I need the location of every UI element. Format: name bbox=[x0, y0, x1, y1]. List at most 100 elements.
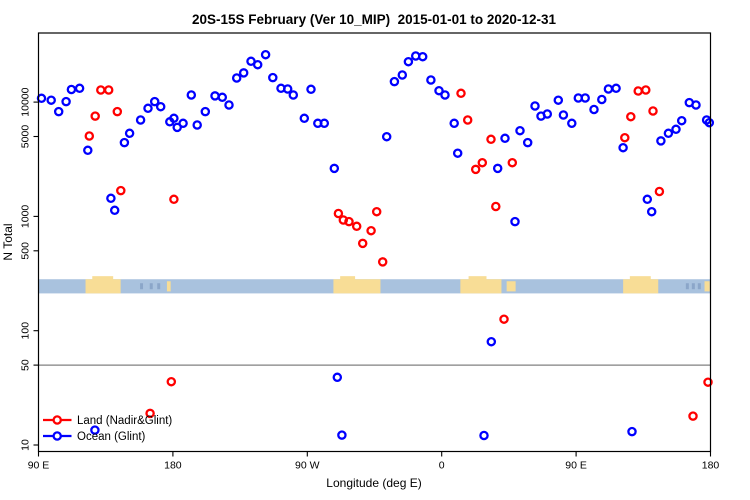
data-point bbox=[83, 145, 93, 156]
map-band-land-bump bbox=[468, 276, 487, 281]
x-tick-label: 180 bbox=[702, 460, 720, 472]
data-point bbox=[654, 186, 665, 197]
data-point bbox=[103, 85, 114, 95]
data-point bbox=[288, 90, 299, 100]
data-point bbox=[507, 157, 518, 168]
data-point bbox=[620, 132, 630, 143]
data-point bbox=[46, 95, 56, 105]
y-tick-label: 500 bbox=[20, 242, 32, 260]
data-point bbox=[663, 128, 674, 139]
data-point bbox=[178, 118, 188, 129]
data-point bbox=[611, 83, 621, 94]
data-point bbox=[84, 131, 95, 141]
data-point bbox=[618, 142, 628, 153]
y-axis-label: N Total bbox=[1, 223, 15, 260]
plot-border bbox=[37, 32, 712, 453]
data-point bbox=[530, 101, 540, 111]
data-point bbox=[553, 95, 564, 105]
data-point bbox=[186, 90, 197, 100]
data-point bbox=[477, 157, 488, 168]
y-tick-label: 1000 bbox=[20, 205, 32, 229]
data-point bbox=[389, 76, 400, 87]
data-point bbox=[397, 70, 408, 80]
data-point bbox=[119, 137, 130, 148]
data-point bbox=[403, 56, 414, 67]
y-tick-label: 10 bbox=[20, 439, 32, 451]
data-point bbox=[268, 72, 278, 83]
data-point bbox=[449, 118, 459, 129]
data-point bbox=[135, 115, 146, 125]
data-point bbox=[486, 134, 496, 145]
data-point bbox=[589, 104, 599, 115]
data-point bbox=[217, 92, 228, 103]
data-points bbox=[36, 49, 715, 441]
data-point bbox=[224, 100, 234, 110]
data-point bbox=[470, 164, 481, 175]
data-point bbox=[491, 201, 501, 212]
x-tick-label: 180 bbox=[164, 460, 182, 472]
data-point bbox=[332, 372, 343, 383]
map-band-island-dark bbox=[691, 283, 695, 290]
data-point bbox=[492, 163, 503, 174]
data-point bbox=[210, 91, 220, 101]
data-point bbox=[704, 117, 715, 128]
x-tick-label: 90 E bbox=[565, 460, 587, 472]
data-point bbox=[371, 206, 382, 217]
data-point bbox=[166, 376, 177, 387]
data-point bbox=[200, 106, 211, 117]
x-tick-label: 90 W bbox=[295, 460, 320, 472]
data-point bbox=[627, 426, 637, 437]
data-point bbox=[169, 113, 179, 124]
data-point bbox=[155, 101, 166, 112]
data-point bbox=[106, 193, 116, 204]
axis-ticks: 90 E 180 90 W 0 90 E 180 10 50 100 500 1000 5000 100… bbox=[20, 87, 720, 471]
data-point bbox=[515, 125, 525, 136]
data-point bbox=[580, 93, 590, 103]
data-point bbox=[96, 85, 106, 95]
data-point bbox=[333, 208, 344, 219]
data-point bbox=[656, 136, 666, 146]
data-point bbox=[61, 96, 71, 107]
data-point bbox=[648, 106, 658, 116]
data-point bbox=[567, 118, 577, 129]
map-band-island bbox=[506, 281, 516, 292]
data-point bbox=[671, 124, 681, 135]
data-point bbox=[306, 84, 316, 95]
data-point bbox=[440, 90, 450, 100]
data-point bbox=[143, 103, 153, 114]
data-point bbox=[603, 84, 614, 94]
data-point bbox=[351, 221, 362, 232]
data-point bbox=[112, 106, 123, 117]
y-tick-label: 10000 bbox=[20, 87, 32, 116]
data-point bbox=[192, 120, 202, 130]
map-band-island-dark bbox=[697, 283, 701, 290]
data-point bbox=[116, 185, 126, 196]
data-point bbox=[109, 205, 120, 216]
map-band-land bbox=[623, 279, 659, 294]
data-point bbox=[452, 148, 463, 158]
data-point bbox=[299, 113, 310, 124]
legend: Land (Nadir&Glint) Ocean (Glint) bbox=[43, 415, 172, 443]
map-band-land-bump bbox=[340, 276, 356, 281]
data-point bbox=[417, 51, 428, 62]
data-point bbox=[500, 133, 510, 144]
data-point bbox=[688, 411, 698, 421]
data-point bbox=[462, 115, 473, 125]
data-point bbox=[329, 163, 340, 174]
data-point bbox=[169, 194, 179, 205]
chart-title: 20S-15S February (Ver 10_MIP) 2015-01-01… bbox=[192, 12, 556, 27]
data-point bbox=[231, 73, 242, 83]
data-point bbox=[74, 83, 85, 94]
legend-label-land: Land (Nadir&Glint) bbox=[77, 415, 172, 427]
map-band-land bbox=[333, 279, 381, 294]
data-point bbox=[381, 131, 392, 142]
data-point bbox=[357, 238, 368, 249]
map-band-land-bump bbox=[629, 276, 651, 281]
y-tick-label: 50 bbox=[20, 359, 32, 371]
data-point bbox=[434, 85, 444, 96]
legend-ocean-marker-circle bbox=[52, 431, 62, 441]
data-point bbox=[238, 68, 249, 78]
data-point bbox=[319, 118, 330, 129]
data-point bbox=[486, 336, 497, 347]
